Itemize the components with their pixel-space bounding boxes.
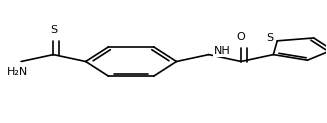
Text: O: O [237, 32, 246, 42]
Text: S: S [50, 25, 57, 35]
Text: S: S [267, 33, 274, 43]
Text: NH: NH [214, 46, 231, 56]
Text: H₂N: H₂N [7, 67, 28, 77]
